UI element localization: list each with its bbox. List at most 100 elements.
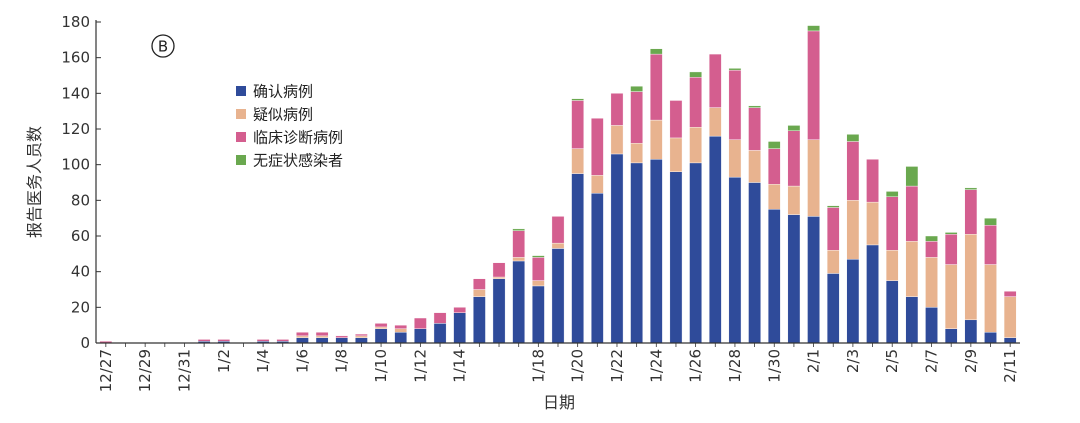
legend-swatch bbox=[236, 86, 246, 96]
x-tick-label: 1/14 bbox=[451, 349, 469, 383]
bar-segment-1-8-s0 bbox=[335, 337, 349, 344]
legend-label: 确认病例 bbox=[253, 83, 313, 101]
bar-segment-1-7-s2 bbox=[315, 332, 329, 337]
legend-swatch bbox=[236, 155, 246, 165]
bar-segment-1-11-s0 bbox=[394, 332, 408, 344]
bar-segment-2-9-s2 bbox=[964, 189, 978, 235]
bar-segment-1-21-s1 bbox=[591, 175, 604, 194]
y-tick-label: 160 bbox=[61, 49, 90, 67]
bar-segment-1-9-s1 bbox=[355, 335, 368, 338]
bar-segment-1-17-s3 bbox=[512, 228, 525, 231]
bar-segment-1-13-s0 bbox=[433, 323, 447, 344]
bar-segment-1-27-s0 bbox=[708, 135, 722, 344]
x-tick-label: 2/9 bbox=[962, 349, 980, 373]
bar-segment-1-6-s0 bbox=[296, 337, 309, 344]
bar-segment-1-13-s2 bbox=[433, 312, 447, 324]
bar-segment-1-2-s2 bbox=[217, 339, 231, 342]
bar-segment-1-29-s2 bbox=[748, 107, 761, 151]
bar-segment-2-9-s1 bbox=[964, 234, 978, 321]
x-tick-label: 12/29 bbox=[136, 349, 154, 392]
y-tick-label: 0 bbox=[80, 334, 90, 352]
bar-segment-2-4-s0 bbox=[866, 244, 879, 344]
bar-segment-2-10-s3 bbox=[984, 217, 997, 226]
bar-segment-1-19-s2 bbox=[551, 216, 565, 244]
x-tick-label: 2/3 bbox=[844, 349, 862, 373]
bar-segment-1-23-s1 bbox=[630, 143, 643, 164]
bar-segment-1-31-s2 bbox=[787, 130, 801, 187]
bar-segment-1-6-s1 bbox=[296, 335, 309, 338]
x-tick-label: 2/1 bbox=[805, 349, 823, 373]
bar-segment-2-6-s2 bbox=[905, 185, 919, 242]
x-tick-label: 1/12 bbox=[411, 349, 429, 383]
bar-segment-1-27-s1 bbox=[708, 107, 722, 137]
bar-segment-1-30-s2 bbox=[767, 148, 781, 185]
bar-segment-1-15-s0 bbox=[473, 296, 486, 344]
bar-segment-2-9-s3 bbox=[964, 187, 978, 190]
bar-segment-1-26-s3 bbox=[689, 71, 702, 78]
y-tick-label: 80 bbox=[71, 191, 90, 209]
bar-segment-1-17-s1 bbox=[512, 257, 525, 262]
bar-segment-1-12-s2 bbox=[414, 317, 427, 329]
axes-layer bbox=[95, 20, 1020, 347]
bar-segment-2-1-s0 bbox=[807, 216, 820, 344]
bar-segment-1-26-s0 bbox=[689, 162, 702, 344]
bar-segment-1-22-s1 bbox=[610, 125, 624, 155]
bar-segment-2-7-s1 bbox=[925, 257, 938, 308]
bar-segment-1-17-s2 bbox=[512, 230, 525, 258]
bar-segment-2-2-s2 bbox=[826, 207, 840, 251]
bar-segment-1-17-s0 bbox=[512, 260, 525, 344]
bar-segment-2-11-s1 bbox=[1003, 296, 1017, 338]
bar-segment-2-5-s0 bbox=[885, 280, 899, 344]
bar-segment-1-30-s1 bbox=[767, 184, 781, 210]
bar-segment-1-19-s1 bbox=[551, 242, 565, 249]
bar-segment-1-16-s0 bbox=[492, 278, 506, 344]
bar-segment-1-24-s1 bbox=[650, 119, 663, 160]
x-tick-label: 2/11 bbox=[1001, 349, 1019, 383]
bar-segment-1-18-s1 bbox=[532, 280, 545, 287]
bar-segment-2-5-s2 bbox=[885, 196, 899, 251]
bar-segment-1-25-s1 bbox=[669, 137, 683, 172]
bar-segment-1-10-s2 bbox=[374, 323, 388, 328]
bar-segment-1-23-s2 bbox=[630, 91, 643, 144]
bar-segment-2-5-s3 bbox=[885, 191, 899, 197]
bar-segment-2-8-s3 bbox=[944, 232, 958, 235]
bar-segment-2-4-s1 bbox=[866, 201, 879, 246]
bar-segment-1-28-s3 bbox=[728, 68, 742, 71]
bar-segment-1-18-s3 bbox=[532, 255, 545, 258]
bar-segment-1-23-s3 bbox=[630, 85, 643, 92]
bar-segment-2-3-s0 bbox=[846, 258, 860, 344]
bar-segment-2-1-s3 bbox=[807, 25, 820, 32]
bar-segment-1-29-s0 bbox=[748, 182, 761, 344]
bar-segment-2-6-s1 bbox=[905, 241, 919, 297]
y-tick-label: 40 bbox=[71, 263, 90, 281]
bar-segment-2-2-s3 bbox=[826, 205, 840, 208]
bar-segment-2-11-s0 bbox=[1003, 337, 1017, 344]
bar-segment-1-15-s1 bbox=[473, 289, 486, 297]
legend-swatch bbox=[236, 132, 246, 142]
x-tick-label: 12/31 bbox=[175, 349, 193, 392]
bar-segment-2-10-s2 bbox=[984, 225, 997, 265]
x-tick-label: 1/18 bbox=[529, 349, 547, 383]
bar-segment-1-28-s0 bbox=[728, 176, 742, 344]
bar-segment-1-9-s0 bbox=[355, 337, 368, 344]
x-tick-label: 2/7 bbox=[923, 349, 941, 373]
bar-segment-1-4-s2 bbox=[256, 339, 270, 342]
bar-segment-1-19-s0 bbox=[551, 248, 565, 344]
bar-segment-2-4-s2 bbox=[866, 159, 879, 203]
panel-label-circle bbox=[151, 34, 175, 58]
x-tick-label: 1/22 bbox=[608, 349, 626, 383]
bar-segment-2-5-s1 bbox=[885, 250, 899, 281]
bar-segment-1-9-s2 bbox=[355, 333, 368, 337]
bar-segment-1-21-s0 bbox=[591, 192, 604, 344]
bar-segment-1-12-s0 bbox=[414, 328, 427, 344]
bar-segment-1-16-s1 bbox=[492, 276, 506, 279]
bar-segment-1-31-s3 bbox=[787, 125, 801, 131]
y-tick-label: 140 bbox=[61, 84, 90, 102]
bar-segment-1-25-s2 bbox=[669, 100, 683, 139]
bar-segment-1-23-s0 bbox=[630, 162, 643, 344]
y-tick-label: 60 bbox=[71, 227, 90, 245]
bar-segment-1-26-s1 bbox=[689, 127, 702, 164]
x-tick-label: 1/26 bbox=[687, 349, 705, 383]
